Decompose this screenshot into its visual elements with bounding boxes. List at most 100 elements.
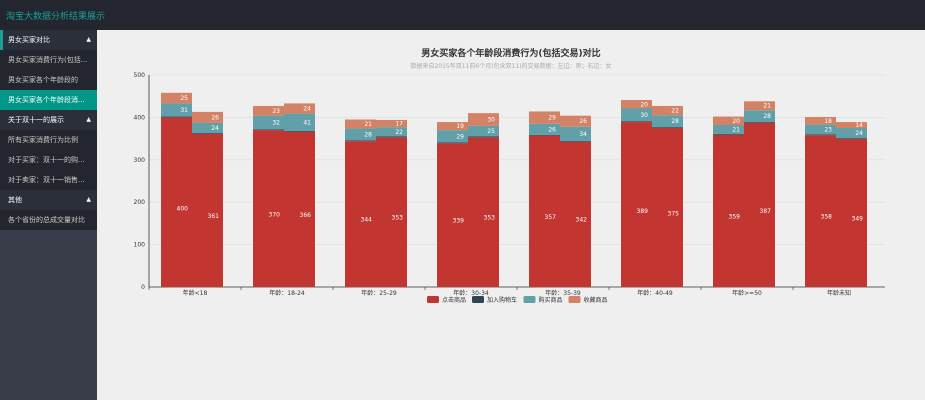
bar-segment[interactable] — [345, 140, 376, 142]
bar-segment[interactable] — [744, 122, 775, 287]
bar-segment[interactable] — [376, 119, 407, 128]
sidebar: 男女买家对比 ▲ 男女买家消费行为(包括... 男女买家各个年龄段的 男女买家各个… — [0, 30, 97, 400]
bar-segment[interactable] — [192, 122, 223, 134]
app-title[interactable]: 淘宝大数据分析结果展示 — [6, 12, 106, 22]
bar-segment[interactable] — [376, 137, 407, 287]
bar-segment[interactable] — [529, 134, 560, 136]
bar-segment[interactable] — [713, 116, 744, 126]
legend-swatch[interactable] — [523, 296, 536, 303]
bar-segment[interactable] — [713, 125, 744, 134]
bar-segment[interactable] — [161, 117, 192, 288]
legend-label[interactable]: 收藏商品 — [584, 296, 608, 304]
bar-segment[interactable] — [621, 121, 652, 123]
bar-segment[interactable] — [744, 110, 775, 123]
bar-segment[interactable] — [529, 135, 560, 287]
bar-segment[interactable] — [253, 115, 284, 130]
bar-segment[interactable] — [437, 142, 468, 144]
bar-segment[interactable] — [468, 137, 499, 287]
data-label: 370 — [269, 211, 281, 218]
bar-segment[interactable] — [805, 135, 836, 287]
bar-segment[interactable] — [284, 103, 315, 114]
bar-segment[interactable] — [621, 100, 652, 109]
sidebar-group-other[interactable]: 其他 ▲ — [0, 190, 97, 210]
legend-label[interactable]: 加入购物车 — [487, 296, 517, 304]
legend-label[interactable]: 购买商品 — [539, 296, 563, 304]
bar-segment[interactable] — [376, 136, 407, 138]
sidebar-group-double11[interactable]: 关于双十一的展示 ▲ — [0, 110, 97, 130]
bar-segment[interactable] — [652, 105, 683, 116]
bar-segment[interactable] — [805, 116, 836, 125]
bar-segment[interactable] — [744, 122, 775, 123]
bar-segment[interactable] — [437, 130, 468, 143]
bar-segment[interactable] — [437, 122, 468, 131]
bar-segment[interactable] — [161, 92, 192, 104]
data-label: 349 — [852, 215, 864, 222]
data-label: 353 — [484, 215, 496, 222]
data-label: 18 — [824, 118, 832, 125]
top-bar: 淘宝大数据分析结果展示 — [0, 0, 925, 30]
bar-segment[interactable] — [192, 111, 223, 123]
bar-segment[interactable] — [652, 127, 683, 128]
sidebar-item[interactable]: 对于买家：双十一的购... — [0, 150, 97, 170]
bar-segment[interactable] — [621, 122, 652, 288]
bar-segment[interactable] — [376, 127, 407, 137]
legend-swatch[interactable] — [427, 296, 439, 303]
chevron-up-icon: ▲ — [86, 116, 91, 123]
bar-segment[interactable] — [284, 113, 315, 131]
bar-segment[interactable] — [744, 101, 775, 111]
bar-segment[interactable] — [836, 139, 867, 287]
chart-svg: 0 100 200 300 400 500 年龄<18 400 31 25 361 24 26 年龄：18… — [134, 72, 885, 304]
bar-segment[interactable] — [805, 134, 836, 136]
bar-segment[interactable] — [713, 134, 744, 287]
sidebar-item-active[interactable]: 男女买家各个年龄段消... — [0, 90, 97, 110]
bar-segment[interactable] — [560, 115, 591, 127]
bar-segment[interactable] — [345, 141, 376, 287]
bar-segment[interactable] — [192, 133, 223, 287]
sidebar-item[interactable]: 各个省份的总成交量对比 — [0, 210, 97, 230]
data-label: 31 — [180, 107, 188, 114]
bar-segment[interactable] — [560, 141, 591, 142]
data-label: 344 — [361, 216, 373, 223]
y-tick-label: 400 — [134, 114, 146, 121]
bar-segment[interactable] — [468, 113, 499, 126]
legend-swatch[interactable] — [568, 296, 581, 303]
bar-segment[interactable] — [345, 119, 376, 129]
bar-segment[interactable] — [805, 124, 836, 135]
bar-segment[interactable] — [836, 128, 867, 139]
bar-segment[interactable] — [652, 115, 683, 128]
data-label: 23 — [824, 126, 832, 133]
bar-segment[interactable] — [192, 133, 223, 134]
bar-segment[interactable] — [161, 116, 192, 118]
bar-segment[interactable] — [253, 130, 284, 287]
data-label: 21 — [364, 121, 372, 128]
bar-segment[interactable] — [836, 138, 867, 140]
sidebar-item[interactable]: 男女买家各个年龄段的 — [0, 70, 97, 90]
bar-segment[interactable] — [253, 105, 284, 116]
bar-segment[interactable] — [560, 126, 591, 142]
bar-segment[interactable] — [836, 122, 867, 128]
bar-segment[interactable] — [284, 131, 315, 287]
bar-segment[interactable] — [284, 130, 315, 132]
bar-segment[interactable] — [621, 108, 652, 122]
bar-segment[interactable] — [468, 136, 499, 138]
legend-swatch[interactable] — [472, 296, 484, 303]
data-label: 24 — [211, 125, 219, 132]
bar-segment[interactable] — [652, 128, 683, 287]
sidebar-item[interactable]: 所有买家消费行为比例 — [0, 130, 97, 150]
bar-segment[interactable] — [345, 128, 376, 141]
legend-label[interactable]: 点击商品 — [442, 296, 466, 304]
bar-segment[interactable] — [437, 143, 468, 287]
bar-segment[interactable] — [253, 129, 284, 131]
bar-segment[interactable] — [468, 125, 499, 137]
bar-segment[interactable] — [713, 133, 744, 135]
y-tick-label: 300 — [134, 157, 146, 164]
sidebar-item[interactable]: 男女买家消费行为(包括... — [0, 50, 97, 70]
bar-segment[interactable] — [560, 141, 591, 287]
data-label: 23 — [272, 108, 280, 115]
sidebar-item[interactable]: 对于卖家：双十一销售... — [0, 170, 97, 190]
bar-segment[interactable] — [529, 111, 560, 124]
sidebar-group-gender[interactable]: 男女买家对比 ▲ — [0, 30, 97, 50]
x-tick-label: 年龄：40-49 — [637, 289, 673, 297]
bar-segment[interactable] — [161, 103, 192, 117]
bar-segment[interactable] — [529, 123, 560, 135]
